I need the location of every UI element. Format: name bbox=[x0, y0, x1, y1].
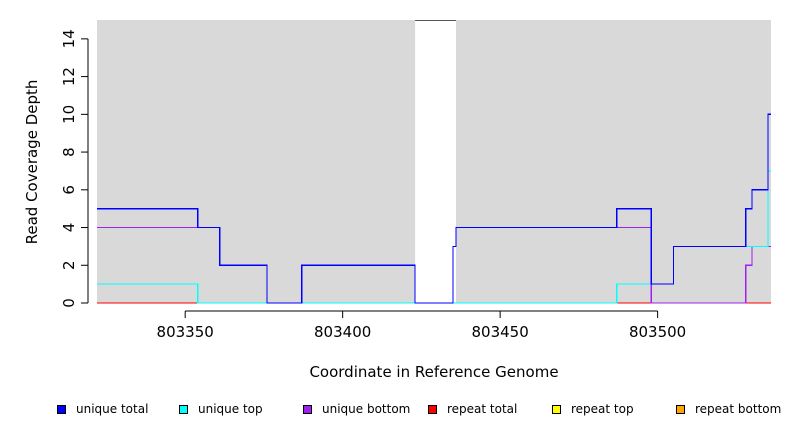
legend-item-unique-top: unique top bbox=[179, 400, 263, 418]
series-layer bbox=[97, 113, 771, 304]
y-tick-label: 12 bbox=[60, 67, 78, 86]
y-axis-title: Read Coverage Depth bbox=[23, 80, 41, 245]
series-line-unique-total bbox=[97, 113, 771, 304]
y-tick-label: 8 bbox=[60, 147, 78, 157]
legend-swatch bbox=[303, 404, 312, 414]
legend-item-repeat-top: repeat top bbox=[552, 400, 634, 418]
legend-item-repeat-bottom: repeat bottom bbox=[676, 400, 781, 418]
legend-label: unique top bbox=[198, 402, 263, 416]
y-tick-label: 2 bbox=[60, 260, 78, 270]
legend-label: repeat top bbox=[571, 402, 634, 416]
x-tick-label: 803400 bbox=[314, 323, 371, 341]
legend-item-repeat-total: repeat total bbox=[428, 400, 517, 418]
y-tick-label: 10 bbox=[60, 105, 78, 124]
legend-swatch bbox=[676, 404, 685, 414]
axes-layer: 0 2 4 6 8 10 12 14 803350 803400 803450 803500 bbox=[60, 29, 686, 341]
legend-swatch bbox=[179, 404, 188, 414]
legend-item-unique-total: unique total bbox=[57, 400, 148, 418]
legend-label: unique bottom bbox=[322, 402, 411, 416]
legend: unique total unique top unique bottom repea… bbox=[0, 400, 792, 418]
coverage-chart: 0 2 4 6 8 10 12 14 803350 803400 803450 803500 Coor… bbox=[23, 20, 771, 381]
legend-label: repeat bottom bbox=[695, 402, 782, 416]
x-tick-label: 803450 bbox=[472, 323, 529, 341]
uncovered-region bbox=[415, 20, 457, 303]
legend-item-unique-bottom: unique bottom bbox=[303, 400, 410, 418]
y-tick-label: 6 bbox=[60, 185, 78, 195]
legend-swatch bbox=[428, 404, 437, 414]
plot-background bbox=[97, 20, 771, 303]
legend-swatch bbox=[57, 404, 66, 414]
legend-label: repeat total bbox=[447, 402, 518, 416]
legend-label: unique total bbox=[76, 402, 149, 416]
y-tick-label: 0 bbox=[60, 298, 78, 308]
legend-swatch bbox=[552, 404, 561, 414]
x-axis-title: Coordinate in Reference Genome bbox=[309, 363, 558, 381]
x-tick-label: 803350 bbox=[157, 323, 214, 341]
y-tick-label: 4 bbox=[60, 223, 78, 233]
y-tick-label: 14 bbox=[60, 29, 78, 48]
x-tick-label: 803500 bbox=[629, 323, 686, 341]
